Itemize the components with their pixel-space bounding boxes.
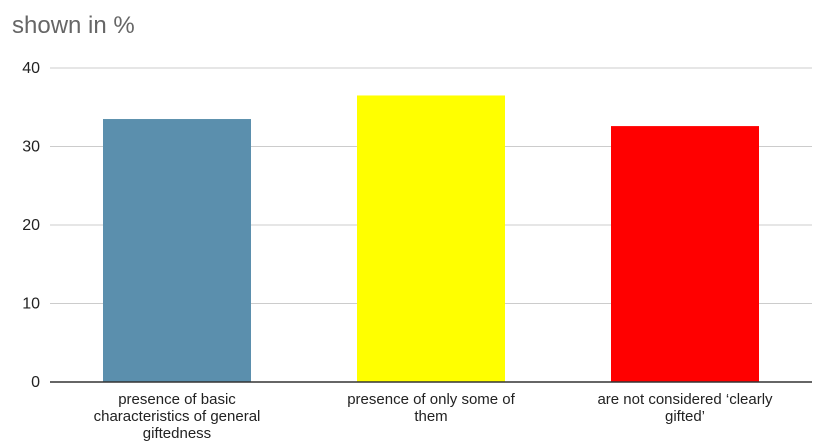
x-tick-label: are not considered ‘clearly: [597, 391, 773, 408]
chart-title: shown in %: [12, 12, 135, 39]
bar: [357, 95, 505, 382]
y-tick-label: 40: [22, 60, 40, 77]
x-tick-label: them: [414, 408, 447, 425]
x-tick-label: characteristics of general: [94, 408, 261, 425]
x-tick-label: presence of only some of: [347, 391, 515, 408]
y-tick-label: 10: [22, 296, 40, 313]
x-tick-label: gifted’: [665, 408, 705, 425]
y-tick-label: 0: [31, 374, 40, 391]
y-tick-label: 20: [22, 217, 40, 234]
bar: [103, 119, 251, 383]
x-tick-label: giftedness: [143, 425, 211, 442]
x-tick-label: presence of basic: [118, 391, 236, 408]
y-tick-label: 30: [22, 139, 40, 156]
bar: [611, 126, 759, 382]
